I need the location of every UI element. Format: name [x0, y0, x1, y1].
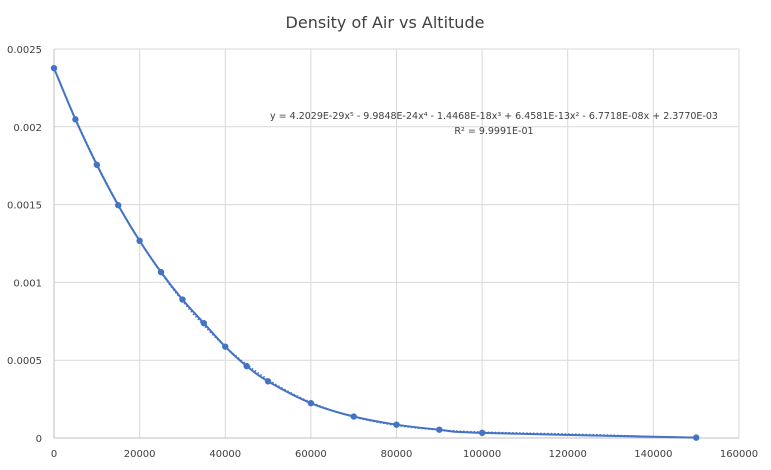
x-tick-label: 40000 — [209, 449, 241, 460]
x-tick-label: 20000 — [124, 449, 156, 460]
chart-title: Density of Air vs Altitude — [286, 13, 485, 32]
x-tick-label: 80000 — [381, 449, 413, 460]
series-line — [53, 67, 697, 439]
data-point — [157, 268, 165, 276]
data-point — [115, 202, 122, 209]
data-point — [243, 362, 250, 370]
data-point — [264, 378, 272, 385]
data-series — [50, 64, 700, 441]
y-tick-label: 0.0015 — [7, 201, 42, 212]
data-point — [393, 421, 400, 428]
y-tick-label: 0.001 — [13, 278, 42, 289]
data-point — [200, 319, 208, 327]
data-point — [307, 399, 315, 407]
trendline — [53, 67, 697, 439]
x-tick-label: 0 — [51, 449, 57, 460]
x-tick-label: 140000 — [634, 449, 672, 460]
grid-lines — [54, 48, 740, 438]
data-point — [478, 429, 486, 437]
y-tick-label: 0.0005 — [7, 356, 42, 367]
x-tick-label: 120000 — [549, 449, 587, 460]
data-point — [179, 296, 186, 303]
trendline-r-squared: R² = 9.9991E-01 — [454, 126, 533, 137]
data-point — [50, 64, 58, 72]
y-tick-label: 0.002 — [13, 123, 42, 134]
data-point — [692, 434, 700, 441]
trendline-equation: y = 4.2029E-29x⁵ - 9.9848E-24x⁴ - 1.4468… — [270, 111, 718, 122]
data-point — [93, 161, 101, 168]
y-tick-label: 0.0025 — [7, 45, 42, 56]
x-tick-label: 160000 — [720, 449, 758, 460]
data-point — [136, 237, 143, 245]
tick-labels: 0 0.0005 0.001 0.0015 0.002 0.0025 0 20000 40000… — [7, 45, 758, 460]
axes — [53, 49, 739, 439]
data-point — [222, 343, 229, 350]
data-point — [72, 116, 79, 123]
y-tick-label: 0 — [36, 434, 42, 445]
data-point — [350, 413, 357, 420]
data-point — [436, 426, 443, 433]
x-tick-label: 60000 — [295, 449, 327, 460]
x-tick-label: 100000 — [463, 449, 501, 460]
